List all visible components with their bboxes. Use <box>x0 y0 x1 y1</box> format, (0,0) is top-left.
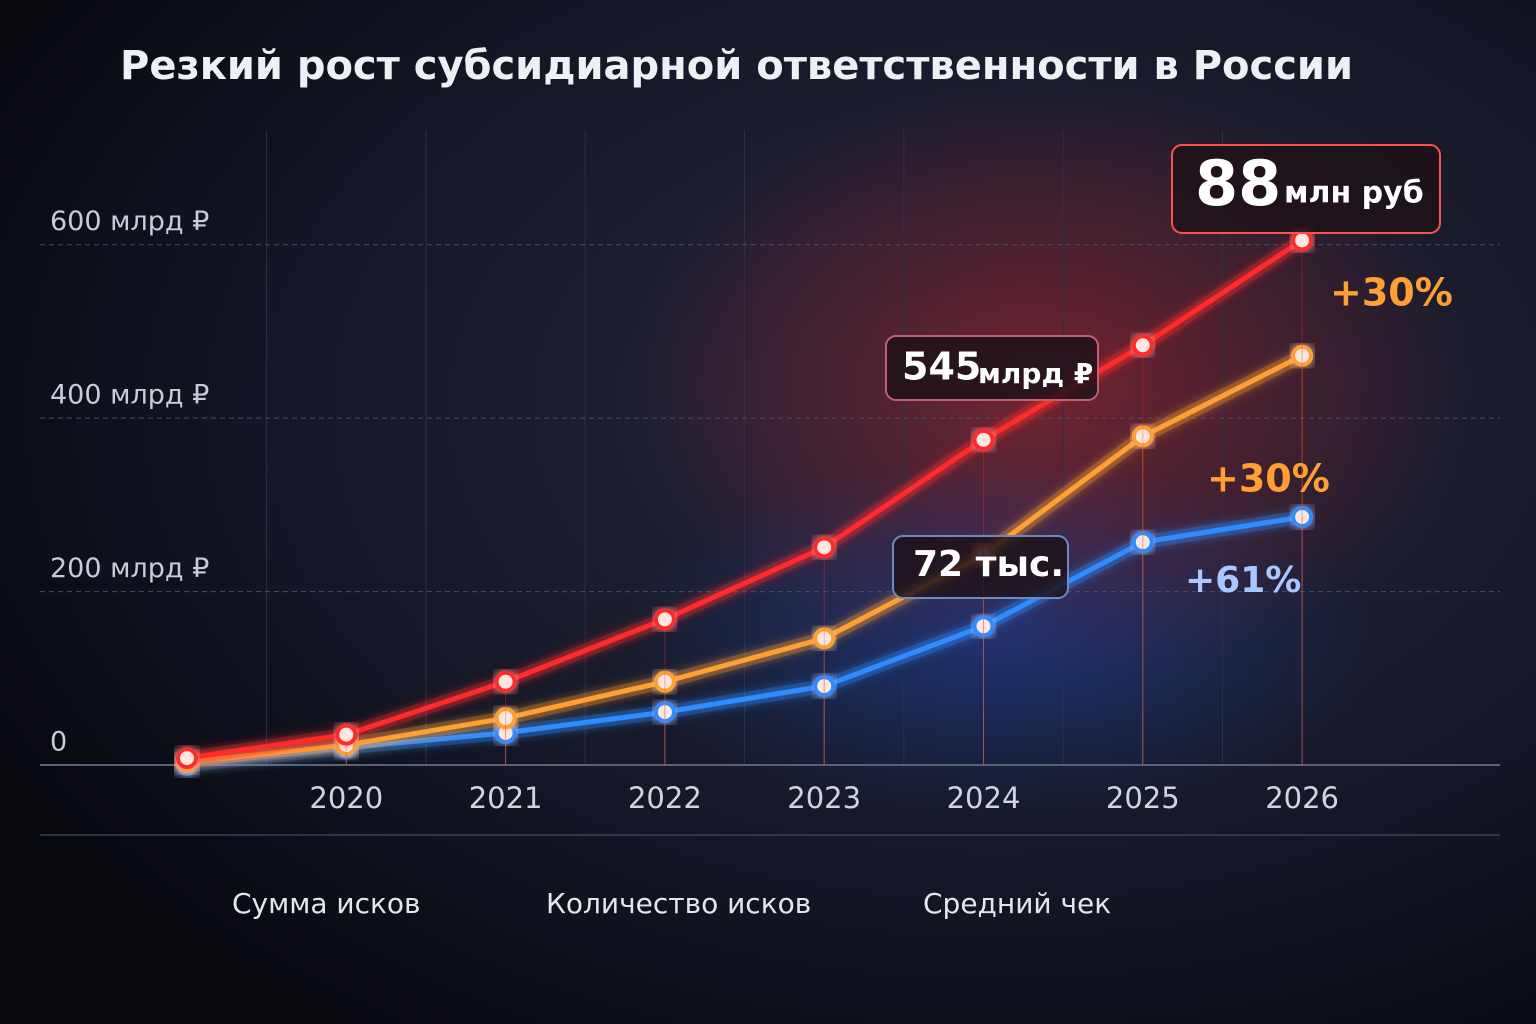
point <box>1131 531 1154 554</box>
annotation-value: +30% <box>1207 457 1330 501</box>
point <box>1131 425 1154 448</box>
point <box>813 627 836 650</box>
point <box>653 608 676 631</box>
annotation-value: +61% <box>1185 560 1301 601</box>
point <box>1291 344 1314 367</box>
callout-box <box>885 335 1099 401</box>
point <box>1291 505 1314 528</box>
point <box>813 536 836 559</box>
annotation-value: 72 тыс. <box>913 544 1064 585</box>
x-tick-label: 2023 <box>787 781 861 815</box>
point <box>653 670 676 693</box>
y-tick-label: 400 млрд ₽ <box>50 380 209 411</box>
x-tick-label: 2024 <box>947 781 1021 815</box>
series-line <box>186 238 1304 761</box>
legend-label: Сумма исков <box>232 887 421 920</box>
annotation-value: +30% <box>1330 271 1453 315</box>
point <box>972 428 995 451</box>
annotation-unit: млн руб <box>1284 176 1424 211</box>
point <box>494 707 517 730</box>
legend-label: Количество исков <box>546 887 811 920</box>
x-tick-label: 2026 <box>1265 781 1339 815</box>
point <box>335 723 358 746</box>
series-line <box>186 353 1304 765</box>
glow <box>620 460 1380 820</box>
chart-title: Резкий рост субсидиарной ответственности… <box>120 43 1353 89</box>
point <box>1291 229 1314 252</box>
y-tick-label: 600 млрд ₽ <box>50 206 209 237</box>
point <box>1131 334 1154 357</box>
callout-box <box>1171 144 1441 234</box>
annotation-value: 545 <box>902 345 981 389</box>
point <box>813 675 836 698</box>
point <box>176 747 198 770</box>
y-tick-label: 200 млрд ₽ <box>50 553 209 584</box>
x-tick-label: 2025 <box>1106 781 1180 815</box>
point <box>653 701 676 724</box>
x-tick-label: 2022 <box>628 781 702 815</box>
callout-box <box>892 535 1069 599</box>
point <box>494 670 517 693</box>
annotation-unit: млрд ₽ <box>978 357 1093 390</box>
x-tick-label: 2020 <box>309 781 383 815</box>
point <box>972 615 995 638</box>
series-line <box>186 514 1303 768</box>
legend-label: Средний чек <box>923 887 1111 920</box>
y-tick-label: 0 <box>50 727 67 758</box>
annotation-value: 88 <box>1195 147 1281 220</box>
x-tick-label: 2021 <box>469 781 543 815</box>
